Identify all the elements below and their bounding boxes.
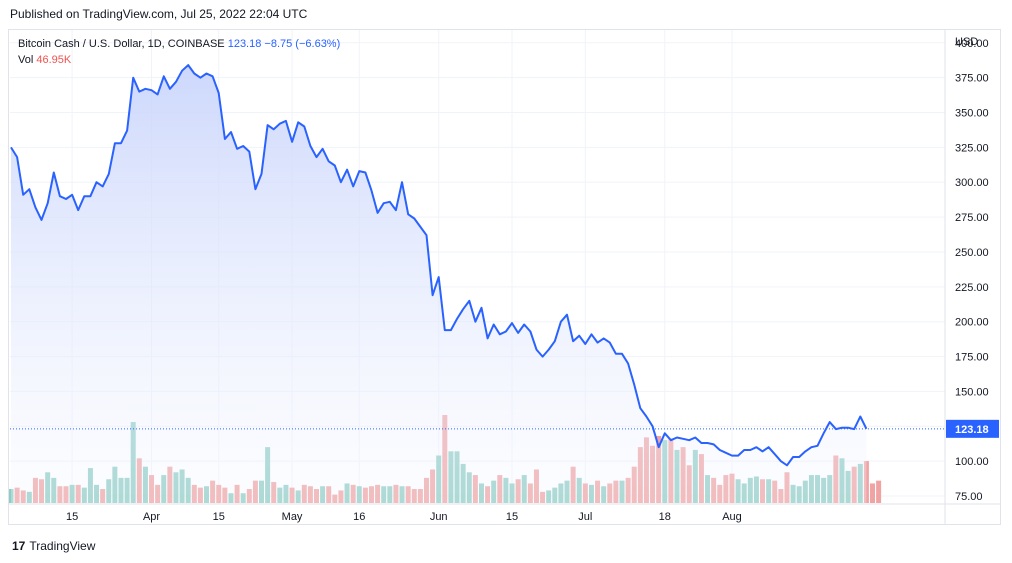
symbol-row: Bitcoin Cash / U.S. Dollar, 1D, COINBASE… [18, 36, 340, 52]
y-tick-label: 250.00 [955, 247, 989, 259]
price-chart[interactable]: 75.00 100.00 150.00 175.00 200.00 225.00 250.0… [9, 30, 1000, 524]
tradingview-icon: 17 [12, 539, 26, 553]
price-axis[interactable]: 75.00 100.00 150.00 175.00 200.00 225.00 250.0… [946, 38, 999, 503]
tradingview-logo[interactable]: 17 TradingView [12, 539, 95, 553]
y-tick-label: 400.00 [955, 38, 989, 50]
y-tick-label: 350.00 [955, 108, 989, 120]
x-tick-label: May [282, 511, 303, 523]
x-tick-label: Jun [430, 511, 448, 523]
volume-bar [876, 480, 882, 503]
y-tick-label: 275.00 [955, 212, 989, 224]
brand-name: TradingView [29, 539, 96, 553]
y-tick-label: 200.00 [955, 317, 989, 329]
volume-label[interactable]: Vol [18, 54, 34, 66]
x-tick-label: Apr [143, 511, 160, 523]
chart-legend: Bitcoin Cash / U.S. Dollar, 1D, COINBASE… [18, 36, 340, 68]
symbol-title[interactable]: Bitcoin Cash / U.S. Dollar, 1D, COINBASE [18, 38, 225, 50]
x-tick-label: 15 [213, 511, 225, 523]
price-line [10, 64, 868, 467]
volume-value: 46.95K [36, 54, 72, 66]
x-tick-label: 15 [506, 511, 518, 523]
y-tick-label: 75.00 [955, 491, 983, 503]
price-line-group [10, 64, 945, 467]
y-tick-label: 150.00 [955, 386, 989, 398]
chart-panel[interactable]: 75.00 100.00 150.00 175.00 200.00 225.00 250.0… [8, 29, 1001, 525]
y-tick-label: 300.00 [955, 177, 989, 189]
y-tick-label: 225.00 [955, 282, 989, 294]
y-tick-label: 375.00 [955, 73, 989, 85]
y-tick-label: 175.00 [955, 352, 989, 364]
volume-bar [870, 483, 876, 503]
time-axis[interactable]: 15 Apr 15 May 16 Jun 15 Jul 18 Aug [66, 511, 742, 523]
x-tick-label: 15 [66, 511, 78, 523]
x-tick-label: Aug [722, 511, 742, 523]
x-tick-label: 18 [659, 511, 671, 523]
x-tick-label: 16 [353, 511, 365, 523]
currency-label: USD [955, 36, 978, 48]
last-price-tag [946, 419, 999, 438]
x-tick-label: Jul [578, 511, 592, 523]
last-price-tag-text: 123.18 [955, 424, 989, 436]
price-change: −8.75 (−6.63%) [264, 38, 341, 50]
y-tick-label: 100.00 [955, 456, 989, 468]
y-tick-label: 325.00 [955, 142, 989, 154]
last-price-value: 123.18 [227, 38, 262, 50]
volume-row: Vol 46.95K [18, 52, 340, 68]
published-caption: Published on TradingView.com, Jul 25, 20… [10, 7, 308, 21]
